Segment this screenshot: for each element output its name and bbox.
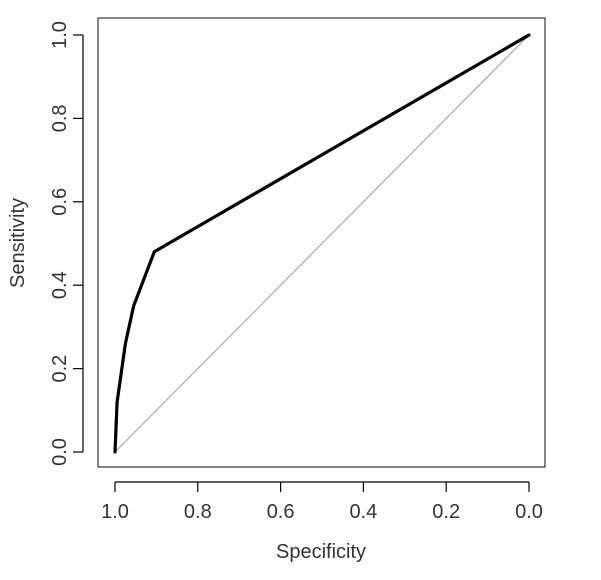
x-tick-label: 0.8 <box>184 501 212 523</box>
y-tick-label: 0.4 <box>49 271 71 299</box>
x-tick-label: 0.0 <box>515 501 543 523</box>
x-tick-label: 1.0 <box>101 501 129 523</box>
y-tick-label: 0.8 <box>49 104 71 132</box>
reference-diagonal-line <box>114 34 530 453</box>
y-tick-label: 0.6 <box>49 188 71 216</box>
y-tick-label: 0.0 <box>49 438 71 466</box>
y-axis: 0.0 0.2 0.4 0.6 0.8 1.0 <box>49 21 84 466</box>
x-tick-label: 0.6 <box>267 501 295 523</box>
y-axis-title: Sensitivity <box>7 198 29 288</box>
x-tick-label: 0.2 <box>432 501 460 523</box>
series-layer <box>113 33 531 454</box>
x-tick-label: 0.4 <box>349 501 377 523</box>
x-axis-title: Specificity <box>276 541 366 563</box>
x-axis: 1.0 0.8 0.6 0.4 0.2 0.0 <box>101 481 543 523</box>
plot-frame <box>97 17 546 468</box>
roc-curve-line <box>113 33 531 454</box>
y-tick-label: 1.0 <box>49 21 71 49</box>
y-tick-label: 0.2 <box>49 355 71 383</box>
